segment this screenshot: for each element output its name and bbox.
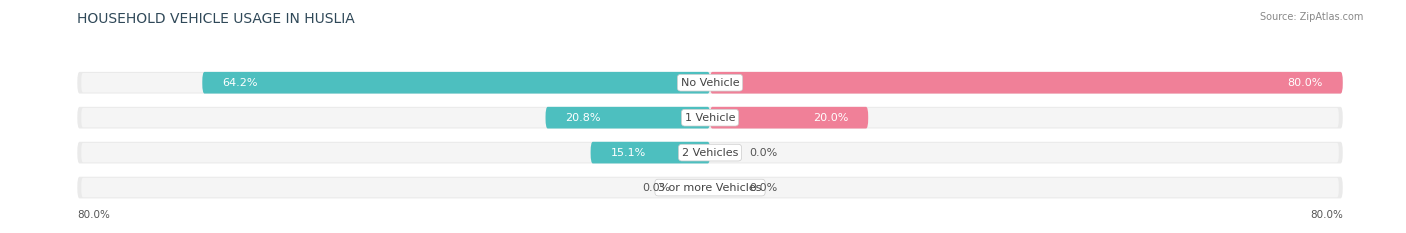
FancyBboxPatch shape: [82, 73, 1339, 93]
Text: 0.0%: 0.0%: [749, 148, 778, 158]
Text: 15.1%: 15.1%: [610, 148, 645, 158]
FancyBboxPatch shape: [77, 142, 1343, 164]
Text: 80.0%: 80.0%: [77, 210, 110, 220]
FancyBboxPatch shape: [82, 178, 1339, 197]
Text: HOUSEHOLD VEHICLE USAGE IN HUSLIA: HOUSEHOLD VEHICLE USAGE IN HUSLIA: [77, 12, 356, 26]
FancyBboxPatch shape: [82, 143, 1339, 162]
Text: 20.8%: 20.8%: [565, 113, 600, 123]
Text: 1 Vehicle: 1 Vehicle: [685, 113, 735, 123]
Text: 2 Vehicles: 2 Vehicles: [682, 148, 738, 158]
Text: 0.0%: 0.0%: [643, 183, 671, 192]
FancyBboxPatch shape: [591, 142, 710, 164]
FancyBboxPatch shape: [546, 107, 710, 129]
Text: 80.0%: 80.0%: [1288, 78, 1323, 88]
Text: 80.0%: 80.0%: [1310, 210, 1343, 220]
FancyBboxPatch shape: [710, 72, 1343, 94]
Text: 64.2%: 64.2%: [222, 78, 257, 88]
FancyBboxPatch shape: [82, 108, 1339, 127]
FancyBboxPatch shape: [710, 107, 869, 129]
FancyBboxPatch shape: [77, 107, 1343, 129]
FancyBboxPatch shape: [202, 72, 710, 94]
Text: Source: ZipAtlas.com: Source: ZipAtlas.com: [1260, 12, 1364, 22]
FancyBboxPatch shape: [77, 72, 1343, 94]
Text: 20.0%: 20.0%: [813, 113, 848, 123]
Text: 3 or more Vehicles: 3 or more Vehicles: [658, 183, 762, 192]
FancyBboxPatch shape: [77, 177, 1343, 199]
Text: 0.0%: 0.0%: [749, 183, 778, 192]
Text: No Vehicle: No Vehicle: [681, 78, 740, 88]
